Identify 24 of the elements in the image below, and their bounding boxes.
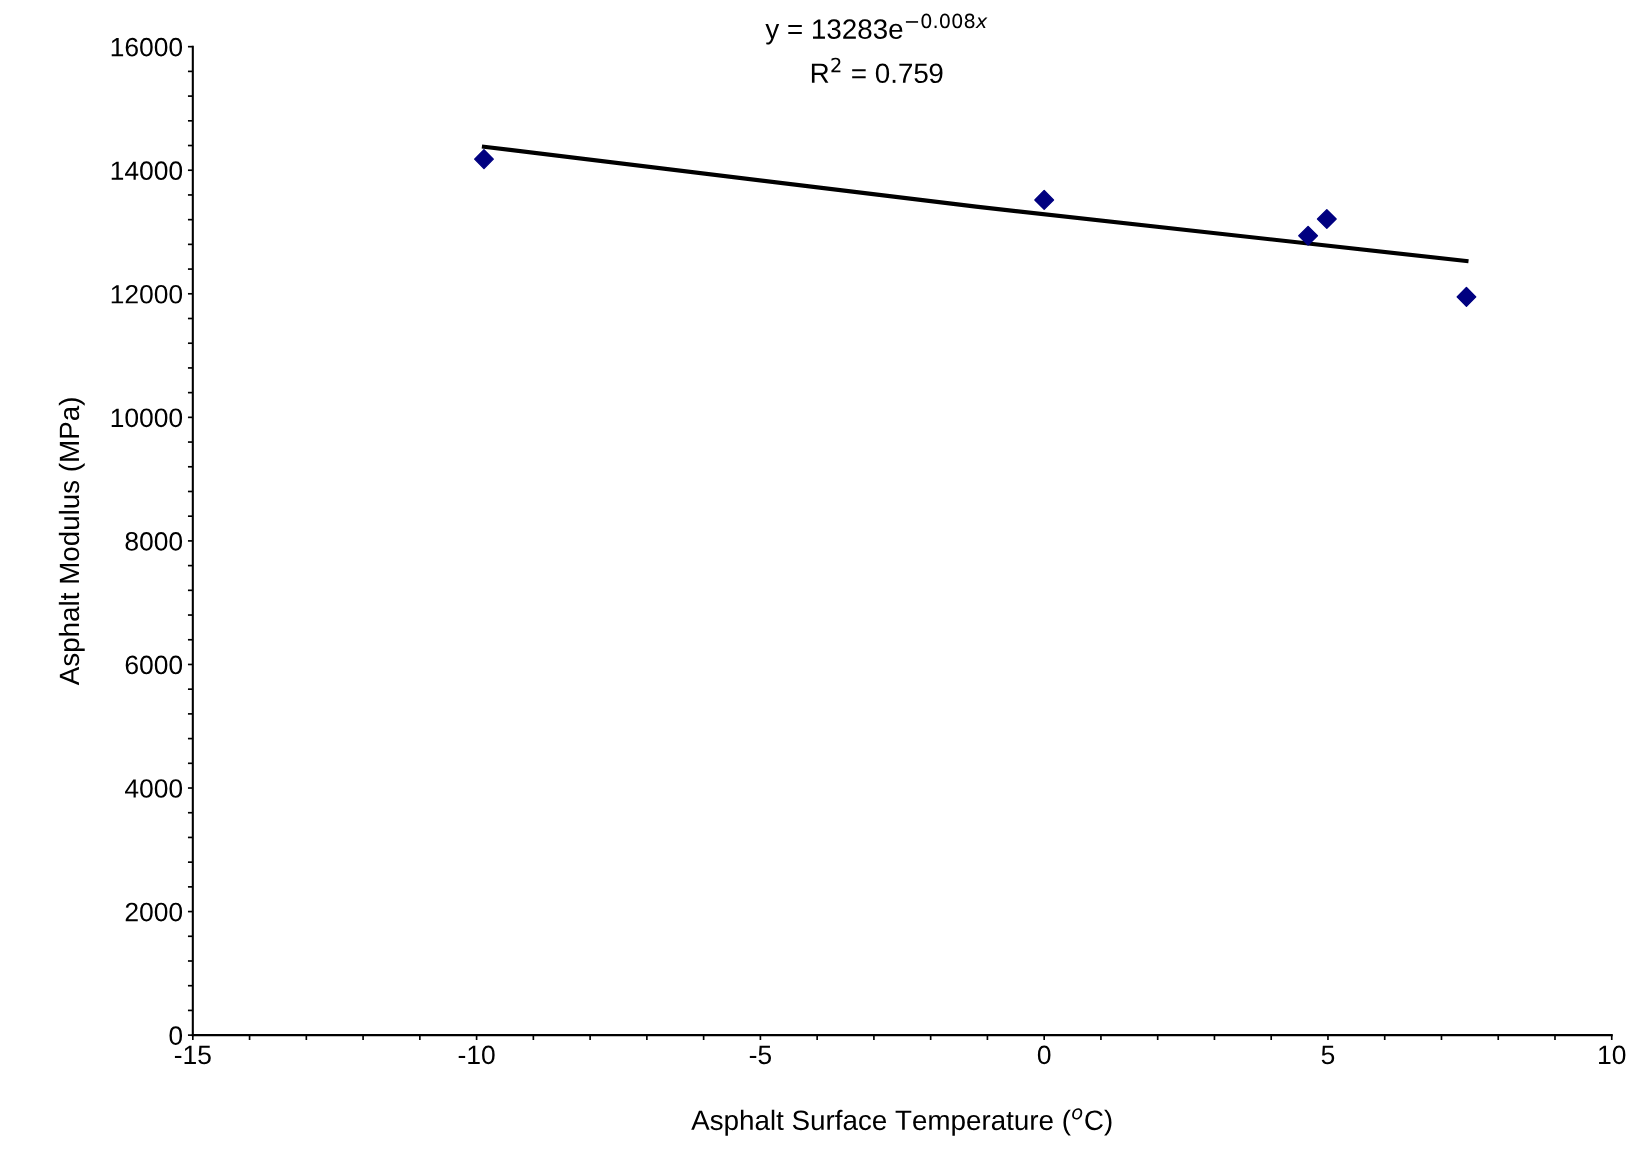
x-tick-label: 0 <box>1037 1045 1051 1065</box>
x-tick-label: 10 <box>1599 1045 1626 1065</box>
annotation: R$^{2}$ = 0.759 <box>811 57 943 84</box>
y-axis-title: Asphalt Modulus (MPa) <box>58 398 85 686</box>
y-tick-label: 2000 <box>125 902 183 922</box>
y-tick-label: 10000 <box>111 408 183 428</box>
point <box>473 149 494 170</box>
x-tick-label: 5 <box>1321 1045 1335 1065</box>
point <box>1316 209 1337 230</box>
x-tick-label: -10 <box>458 1045 495 1065</box>
text: y = 13283e$^{−0.008x}$ <box>765 13 988 45</box>
x-tick-label: -5 <box>749 1045 772 1065</box>
point <box>1456 286 1477 307</box>
y-tick-label: 8000 <box>125 532 183 551</box>
x-tick-label: -15 <box>174 1045 211 1065</box>
y-tick-label: 6000 <box>125 655 183 675</box>
point <box>1298 225 1319 246</box>
y-tick-label: 4000 <box>125 779 183 798</box>
y-tick-label: 14000 <box>111 161 183 181</box>
x-axis-title: Asphalt Surface Temperature ($^{o}$C) <box>691 1108 1112 1136</box>
y-tick-label: 0 <box>169 1026 183 1045</box>
y-tick-label: 12000 <box>111 284 183 304</box>
y-tick-label: 16000 <box>111 37 183 57</box>
point <box>1034 189 1055 210</box>
